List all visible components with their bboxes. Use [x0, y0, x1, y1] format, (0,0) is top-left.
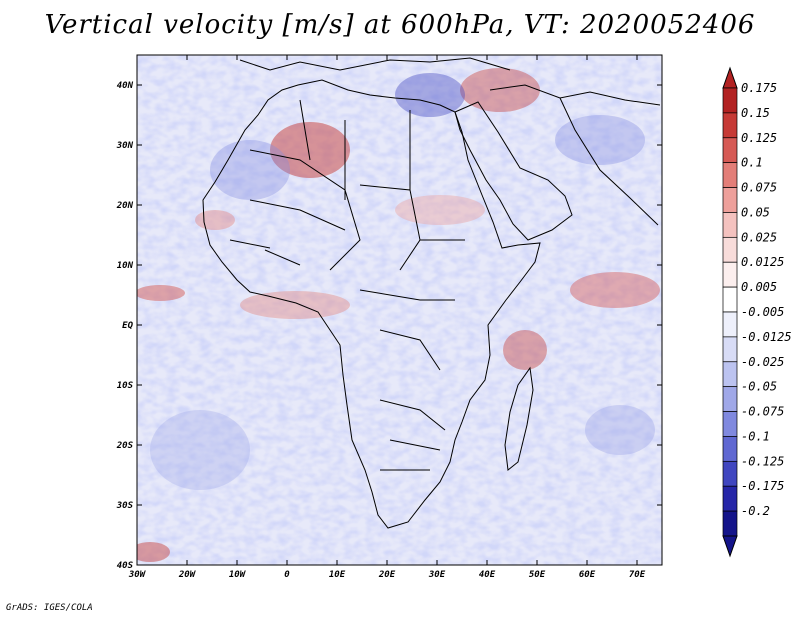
colorbar-label: 0.025: [741, 230, 777, 244]
colorbar-min-arrow: [722, 535, 738, 558]
colorbar-swatch: [722, 386, 738, 412]
lon-label: 20E: [378, 570, 396, 580]
colorbar-label: 0.1: [741, 156, 763, 170]
colorbar-swatch: [722, 460, 738, 487]
lon-label: 30E: [428, 570, 446, 580]
colorbar-max-arrow: [722, 66, 738, 89]
colorbar-label: -0.025: [741, 355, 784, 369]
colorbar-label: -0.2: [741, 504, 770, 518]
colorbar-swatch: [722, 336, 738, 363]
lat-label: 10N: [117, 261, 134, 271]
lon-label: 40E: [479, 570, 496, 580]
lat-label: 40S: [117, 561, 134, 571]
colorbar-label: 0.05: [741, 205, 770, 219]
lat-label: 10S: [117, 381, 134, 391]
map-title: Vertical velocity [m/s] at 600hPa, VT: 2…: [44, 10, 756, 40]
colorbar-swatch: [722, 137, 738, 164]
colorbar-swatch: [722, 436, 738, 462]
colorbar-label: -0.175: [741, 479, 784, 493]
lon-label: 10W: [229, 570, 247, 580]
lat-label: 30N: [116, 141, 134, 151]
lon-label: 60E: [579, 570, 596, 580]
colorbar-swatch: [722, 485, 738, 512]
colorbar-label: -0.075: [741, 405, 784, 419]
lat-label: 20N: [116, 201, 134, 211]
colorbar-swatch: [722, 510, 738, 537]
colorbar-label: 0.075: [741, 181, 777, 195]
colorbar-swatch: [722, 87, 738, 114]
colorbar-label: -0.005: [741, 305, 784, 319]
colorbar-swatch: [722, 236, 738, 263]
colorbar-label: 0.005: [741, 280, 777, 294]
velocity-field: [137, 55, 662, 565]
colorbar: 0.175 0.15 0.125 0.1 0.075 0.05 0.025 0.0125 0.0…: [722, 66, 792, 558]
lon-label: 0: [284, 570, 290, 580]
colorbar-swatch: [722, 112, 738, 139]
colorbar-label: -0.1: [741, 429, 770, 443]
colorbar-swatch: [722, 311, 738, 338]
colorbar-swatch: [722, 261, 738, 288]
lat-label: 40N: [117, 81, 134, 91]
lat-label: 20S: [116, 441, 134, 451]
lon-label: 30W: [128, 570, 147, 580]
colorbar-label: -0.0125: [741, 330, 792, 344]
colorbar-swatch: [722, 162, 738, 188]
colorbar-swatch: [722, 411, 738, 437]
lon-label: 50E: [529, 570, 546, 580]
credit-label: GrADS: IGES/COLA: [6, 603, 93, 613]
colorbar-swatch: [722, 361, 738, 388]
map-frame: [136, 54, 663, 566]
lat-label: 30S: [116, 501, 134, 511]
colorbar-swatch: [722, 212, 738, 238]
colorbar-swatch: [722, 286, 738, 313]
coastlines: [202, 57, 661, 529]
colorbar-label: 0.15: [741, 106, 770, 120]
lat-label: EQ: [122, 321, 133, 331]
colorbar-label: 0.0125: [741, 255, 784, 269]
colorbar-label: -0.05: [741, 380, 777, 394]
lon-label: 70E: [629, 570, 646, 580]
colorbar-label: 0.125: [741, 131, 777, 145]
colorbar-label: 0.175: [741, 81, 777, 95]
lon-label: 20W: [178, 570, 197, 580]
colorbar-label: -0.125: [741, 454, 784, 468]
lon-label: 10E: [329, 570, 346, 580]
colorbar-swatch: [722, 187, 738, 213]
